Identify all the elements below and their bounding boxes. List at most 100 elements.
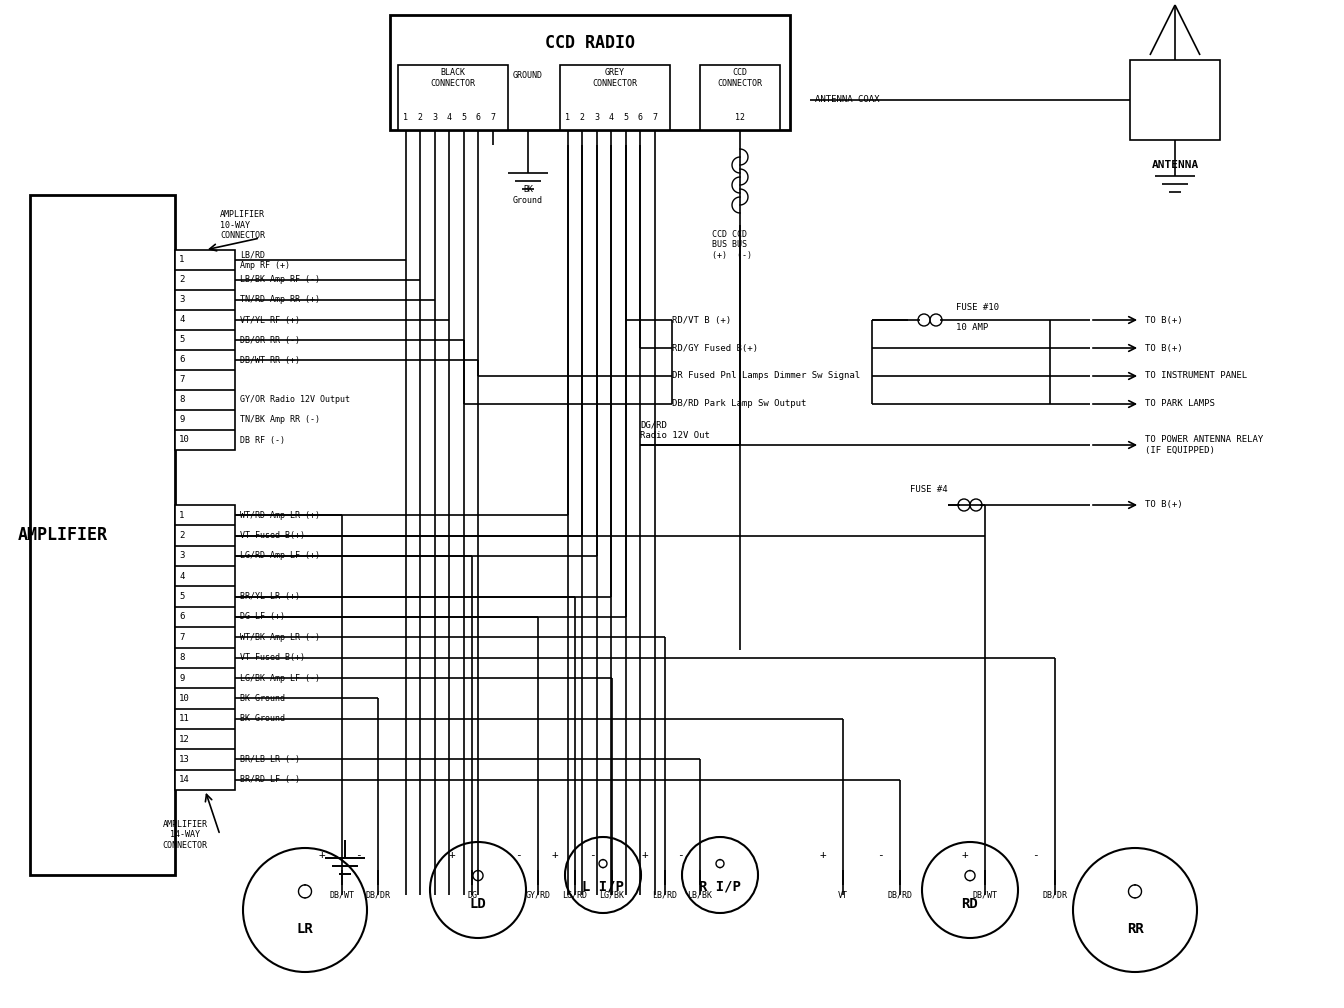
- Text: 7: 7: [179, 633, 184, 642]
- Bar: [398, 65, 508, 130]
- Text: DB/WT RR (+): DB/WT RR (+): [241, 356, 300, 365]
- Text: BK Ground: BK Ground: [241, 694, 285, 703]
- Text: LG/BK: LG/BK: [599, 890, 625, 899]
- Text: GREY
CONNECTOR: GREY CONNECTOR: [593, 69, 637, 88]
- Text: 3: 3: [433, 114, 438, 123]
- Text: DB/RD Park Lamp Sw Output: DB/RD Park Lamp Sw Output: [672, 399, 806, 408]
- Bar: [1130, 60, 1220, 140]
- Text: 1: 1: [403, 114, 409, 123]
- Text: 12: 12: [179, 735, 190, 744]
- Text: 8: 8: [179, 653, 184, 662]
- Text: VT: VT: [839, 890, 848, 899]
- Text: LB/RD
Amp RF (+): LB/RD Amp RF (+): [241, 250, 290, 270]
- Text: 6: 6: [179, 613, 184, 622]
- Text: DG LF (+): DG LF (+): [241, 613, 285, 622]
- Text: TN/BK Amp RR (-): TN/BK Amp RR (-): [241, 415, 320, 424]
- Text: 9: 9: [179, 415, 184, 424]
- Text: BR/RD LF (-): BR/RD LF (-): [241, 775, 300, 784]
- Text: 3: 3: [179, 295, 184, 304]
- Text: WT/BK Amp LR (-): WT/BK Amp LR (-): [241, 633, 320, 642]
- Text: 2: 2: [579, 114, 585, 123]
- Text: BR/LB LR (-): BR/LB LR (-): [241, 755, 300, 764]
- Text: ANTENNA: ANTENNA: [1152, 160, 1199, 170]
- Text: 2: 2: [418, 114, 422, 123]
- Text: -: -: [355, 850, 362, 860]
- Text: 5: 5: [179, 592, 184, 601]
- Text: DB/DR: DB/DR: [1043, 890, 1067, 899]
- Text: CCD RADIO: CCD RADIO: [546, 34, 634, 52]
- Text: +: +: [820, 850, 827, 860]
- Text: -: -: [1032, 850, 1039, 860]
- Text: 4: 4: [446, 114, 452, 123]
- Text: BK
Ground: BK Ground: [513, 185, 543, 205]
- Text: DB/WT: DB/WT: [973, 890, 997, 899]
- Bar: [175, 250, 235, 450]
- Text: 6: 6: [179, 356, 184, 365]
- Text: -: -: [676, 850, 683, 860]
- Text: +: +: [319, 850, 325, 860]
- Text: +: +: [449, 850, 456, 860]
- Text: TO B(+): TO B(+): [1145, 316, 1183, 325]
- Text: 2: 2: [179, 275, 184, 284]
- Text: BR/YL LR (+): BR/YL LR (+): [241, 592, 300, 601]
- Text: FUSE #10: FUSE #10: [956, 303, 999, 312]
- Text: TO INSTRUMENT PANEL: TO INSTRUMENT PANEL: [1145, 372, 1247, 380]
- Text: 4: 4: [179, 316, 184, 325]
- Text: LB/BK Amp RF (-): LB/BK Amp RF (-): [241, 275, 320, 284]
- Text: 7: 7: [652, 114, 657, 123]
- Text: 6: 6: [637, 114, 642, 123]
- Text: 1: 1: [566, 114, 570, 123]
- Text: 3: 3: [594, 114, 599, 123]
- Text: DB/WT: DB/WT: [329, 890, 355, 899]
- Text: DG/RD
Radio 12V Out: DG/RD Radio 12V Out: [640, 420, 710, 439]
- Text: 3: 3: [179, 551, 184, 560]
- Text: 2: 2: [179, 531, 184, 540]
- Text: TO B(+): TO B(+): [1145, 501, 1183, 509]
- Text: TO PARK LAMPS: TO PARK LAMPS: [1145, 399, 1215, 408]
- Text: VT Fused B(+): VT Fused B(+): [241, 531, 305, 540]
- Bar: [700, 65, 780, 130]
- Text: LD: LD: [469, 897, 487, 911]
- Text: 10 AMP: 10 AMP: [956, 324, 988, 333]
- Text: -: -: [515, 850, 521, 860]
- Text: LB/BK: LB/BK: [688, 890, 712, 899]
- Text: GY/OR Radio 12V Output: GY/OR Radio 12V Output: [241, 395, 349, 404]
- Text: RD/GY Fused B(+): RD/GY Fused B(+): [672, 344, 758, 353]
- Text: LB/RD: LB/RD: [652, 890, 677, 899]
- Text: 13: 13: [179, 755, 190, 764]
- Text: DB/OR RR (-): DB/OR RR (-): [241, 336, 300, 345]
- Text: TO POWER ANTENNA RELAY
(IF EQUIPPED): TO POWER ANTENNA RELAY (IF EQUIPPED): [1145, 435, 1263, 455]
- Text: CCD CCD
BUS BUS
(+)  (-): CCD CCD BUS BUS (+) (-): [712, 230, 753, 260]
- Text: LG/RD Amp LF (+): LG/RD Amp LF (+): [241, 551, 320, 560]
- Text: AMPLIFIER
10-WAY
CONNECTOR: AMPLIFIER 10-WAY CONNECTOR: [220, 210, 265, 240]
- Bar: [560, 65, 671, 130]
- Text: DG: DG: [466, 890, 477, 899]
- Text: -: -: [876, 850, 883, 860]
- Text: AMPLIFIER: AMPLIFIER: [17, 526, 108, 544]
- Text: 12: 12: [735, 114, 745, 123]
- Text: DB/RD: DB/RD: [887, 890, 913, 899]
- Text: 4: 4: [609, 114, 613, 123]
- Bar: [175, 505, 235, 790]
- Text: 1: 1: [179, 511, 184, 520]
- Text: 4: 4: [179, 572, 184, 581]
- Text: DB/DR: DB/DR: [366, 890, 391, 899]
- Text: 6: 6: [476, 114, 481, 123]
- Text: 1: 1: [179, 255, 184, 264]
- Text: TN/RD Amp RR (+): TN/RD Amp RR (+): [241, 295, 320, 304]
- Text: GROUND: GROUND: [513, 71, 543, 80]
- Text: FUSE #4: FUSE #4: [910, 486, 948, 495]
- Text: 5: 5: [624, 114, 629, 123]
- Text: DB RF (-): DB RF (-): [241, 435, 285, 445]
- Text: 14: 14: [179, 775, 190, 784]
- Text: GY/RD: GY/RD: [526, 890, 551, 899]
- Text: WT/RD Amp LR (+): WT/RD Amp LR (+): [241, 511, 320, 520]
- Text: DR Fused Pnl Lamps Dimmer Sw Signal: DR Fused Pnl Lamps Dimmer Sw Signal: [672, 372, 860, 380]
- Text: +: +: [961, 850, 969, 860]
- Text: RD: RD: [961, 897, 978, 911]
- Text: +: +: [551, 850, 558, 860]
- Text: BK Ground: BK Ground: [241, 715, 285, 724]
- Text: VT Fused B(+): VT Fused B(+): [241, 653, 305, 662]
- Text: VT/YL RF (+): VT/YL RF (+): [241, 316, 300, 325]
- Bar: [30, 195, 175, 875]
